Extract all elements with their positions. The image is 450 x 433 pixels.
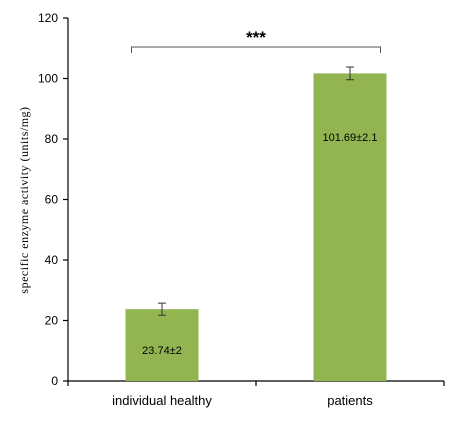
category-labels: individual healthy patients: [112, 393, 373, 408]
data-labels: 23.74±2 101.69±2.1: [142, 132, 377, 357]
significance-bracket-line: [131, 46, 381, 53]
significance-bracket: ***: [131, 28, 381, 53]
significance-label: ***: [246, 28, 266, 47]
category-label: patients: [327, 393, 373, 408]
y-tick-label: 40: [45, 253, 59, 267]
data-label: 23.74±2: [142, 345, 182, 357]
data-label: 101.69±2.1: [323, 132, 378, 144]
y-tick-label: 80: [45, 132, 59, 146]
bars: [125, 73, 387, 381]
y-tick-label: 120: [38, 11, 58, 25]
bar: [313, 73, 387, 381]
y-tick-label: 0: [51, 374, 58, 388]
y-tick-label: 60: [45, 193, 59, 207]
error-bars: [158, 66, 354, 316]
y-axis: 0 20 40 60 80 100 120: [38, 11, 69, 388]
y-tick-label: 20: [45, 314, 59, 328]
x-axis: [67, 380, 445, 386]
bar: [125, 309, 199, 381]
y-tick-label: 100: [38, 72, 58, 86]
y-axis-title: specific enzyme activity (units/mg): [17, 106, 31, 293]
category-label: individual healthy: [112, 393, 212, 408]
